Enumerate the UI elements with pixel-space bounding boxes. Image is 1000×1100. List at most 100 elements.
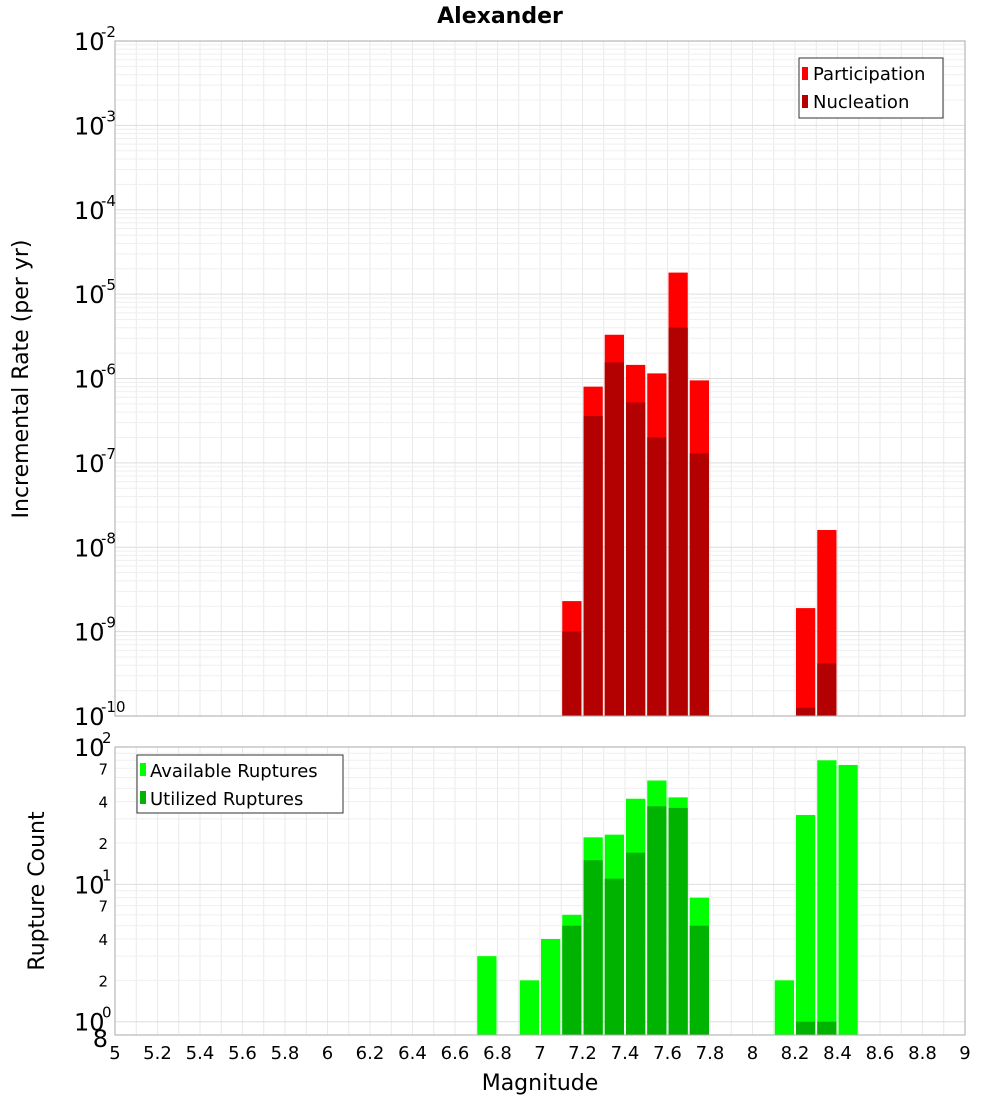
top-bar-1-7_35 <box>604 362 624 716</box>
top-y-tick-exponent: -7 <box>101 445 116 463</box>
bottom-bar-1-8_25 <box>796 1021 816 1035</box>
top-bar-1-8_35 <box>817 663 837 716</box>
bottom-bar-0-8_25 <box>796 814 816 1035</box>
x-tick-label: 5.4 <box>186 1043 215 1064</box>
top-y-tick-base: 10 <box>74 450 105 478</box>
legend-label-nucleation: Nucleation <box>813 92 909 113</box>
top-y-tick-exponent: -3 <box>101 107 116 125</box>
x-axis-title: Magnitude <box>482 1071 599 1096</box>
top-bar-1-8_25 <box>796 707 816 716</box>
x-tick-label: 6.2 <box>356 1043 385 1064</box>
x-tick-label: 7 <box>534 1043 545 1064</box>
legend-swatch-nucleation <box>802 95 808 108</box>
bottom-plot-frame <box>114 746 966 1036</box>
bottom-legend: Available Ruptures Utilized Ruptures <box>136 754 344 814</box>
top-y-tick-exponent: -5 <box>101 276 116 294</box>
x-tick-label: 9 <box>959 1043 970 1064</box>
top-y-tick-base: 10 <box>74 112 105 140</box>
top-plot-bars <box>562 272 837 716</box>
bottom-y-minor-tick: 2 <box>98 835 108 853</box>
bottom-y-minor-tick: 4 <box>98 931 108 949</box>
top-y-tick-base: 10 <box>74 366 105 394</box>
top-y-tick-base: 10 <box>74 28 105 56</box>
x-tick-label: 8 <box>747 1043 758 1064</box>
bottom-bar-0-8_15 <box>774 980 794 1035</box>
top-bar-1-7_45 <box>626 402 646 716</box>
top-bar-1-7_15 <box>562 631 582 716</box>
x-tick-label: 6.8 <box>483 1043 512 1064</box>
bottom-y-axis-title: Rupture Count <box>25 811 50 971</box>
x-tick-label: 5.8 <box>271 1043 300 1064</box>
x-tick-label: 5.2 <box>143 1043 172 1064</box>
x-tick-label: 7.4 <box>611 1043 640 1064</box>
bottom-y-tick-base: 10 <box>74 1009 105 1037</box>
x-tick-label: 8.2 <box>781 1043 810 1064</box>
legend-label-utilized-ruptures: Utilized Ruptures <box>150 789 303 810</box>
top-bar-1-7_55 <box>647 437 667 716</box>
top-y-axis: 10-210-310-410-510-610-710-810-910-10 <box>74 23 126 731</box>
top-bar-1-7_75 <box>689 453 709 716</box>
bottom-y-minor-tick: 8 <box>93 1025 108 1053</box>
bottom-plot-bars <box>477 760 858 1035</box>
legend-label-available-ruptures: Available Ruptures <box>150 761 318 782</box>
bottom-legend-box <box>136 754 344 814</box>
x-tick-label: 8.6 <box>866 1043 895 1064</box>
bottom-bar-1-7_75 <box>689 925 709 1035</box>
top-legend-box <box>798 57 944 119</box>
legend-label-participation: Participation <box>813 64 925 85</box>
top-y-tick-exponent: -10 <box>101 698 126 716</box>
top-bar-0-8_25 <box>796 608 816 716</box>
bottom-y-tick-exponent: 2 <box>102 729 112 747</box>
bottom-y-minor-tick: 7 <box>98 760 108 778</box>
legend-swatch-participation <box>802 67 808 80</box>
x-axis: 5 5.2 5.4 5.6 5.8 6 6.2 6.4 6.6 6.8 7 7.2 7.4 7.6 7.8 8… <box>109 1043 970 1064</box>
bottom-bar-1-8_35 <box>817 1021 837 1035</box>
bottom-bar-0-8_45 <box>838 764 858 1035</box>
bottom-bar-1-7_25 <box>583 860 603 1035</box>
bottom-bar-1-7_15 <box>562 925 582 1035</box>
top-y-tick-exponent: -2 <box>101 23 116 41</box>
x-tick-label: 7.6 <box>653 1043 682 1064</box>
chart-title: Alexander <box>437 4 563 29</box>
bottom-bar-1-7_45 <box>626 852 646 1035</box>
bottom-bar-0-7_05 <box>541 939 561 1035</box>
bottom-bar-1-7_55 <box>647 806 667 1035</box>
x-tick-label: 5 <box>109 1043 120 1064</box>
bottom-bar-0-8_35 <box>817 760 837 1035</box>
top-legend: Participation Nucleation <box>798 57 944 119</box>
x-tick-label: 7.8 <box>696 1043 725 1064</box>
x-tick-label: 6.4 <box>398 1043 427 1064</box>
top-y-tick-base: 10 <box>74 534 105 562</box>
top-y-axis-title: Incremental Rate (per yr) <box>9 240 34 519</box>
bottom-y-tick-exponent: 1 <box>102 866 112 884</box>
bottom-bar-0-6_75 <box>477 956 497 1035</box>
bottom-y-tick-base: 10 <box>74 734 105 762</box>
top-y-tick-base: 10 <box>74 281 105 309</box>
x-tick-label: 6 <box>322 1043 333 1064</box>
x-tick-label: 6.6 <box>441 1043 470 1064</box>
bottom-y-minor-tick: 4 <box>98 794 108 812</box>
bottom-y-tick-base: 10 <box>74 871 105 899</box>
legend-swatch-utilized-ruptures <box>140 791 146 804</box>
top-y-tick-exponent: -8 <box>101 529 116 547</box>
legend-swatch-available-ruptures <box>140 763 146 776</box>
bottom-bar-1-7_65 <box>668 807 688 1035</box>
top-y-tick-exponent: -4 <box>101 192 116 210</box>
bottom-bar-0-6_95 <box>519 980 539 1035</box>
x-tick-label: 8.4 <box>823 1043 852 1064</box>
top-y-tick-exponent: -6 <box>101 361 116 379</box>
top-y-tick-exponent: -9 <box>101 614 116 632</box>
top-y-tick-base: 10 <box>74 703 105 731</box>
top-bar-1-7_25 <box>583 415 603 716</box>
top-y-tick-base: 10 <box>74 197 105 225</box>
bottom-y-minor-tick: 7 <box>98 898 108 916</box>
x-tick-label: 5.6 <box>228 1043 257 1064</box>
top-plot-grid <box>114 41 966 717</box>
bottom-y-minor-tick: 2 <box>98 972 108 990</box>
top-plot-frame <box>114 40 966 717</box>
bottom-bar-1-7_35 <box>604 878 624 1035</box>
top-bar-1-7_65 <box>668 327 688 716</box>
x-tick-label: 7.2 <box>568 1043 597 1064</box>
